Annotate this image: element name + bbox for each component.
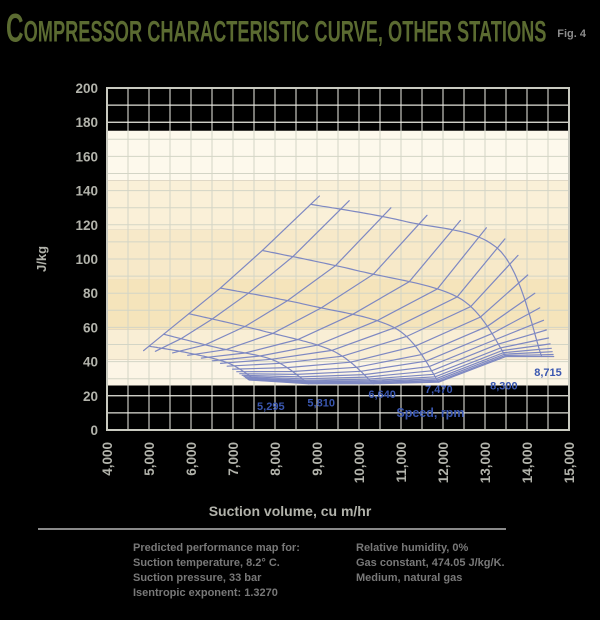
- svg-text:Speed, rpm: Speed, rpm: [396, 406, 464, 420]
- svg-text:80: 80: [83, 286, 98, 301]
- svg-text:J/kg: J/kg: [34, 246, 49, 272]
- svg-text:40: 40: [83, 355, 98, 370]
- caption-line: Medium, natural gas: [356, 572, 463, 584]
- caption-separator: [38, 528, 506, 530]
- svg-text:5,810: 5,810: [307, 398, 335, 410]
- svg-text:5,000: 5,000: [142, 442, 157, 476]
- figure-number: Fig. 4: [557, 28, 586, 40]
- svg-text:100: 100: [75, 252, 98, 267]
- svg-text:6,000: 6,000: [184, 442, 199, 476]
- caption-line: Suction pressure, 33 bar: [133, 572, 262, 584]
- caption-right-column: Relative humidity, 0% Gas constant, 474.…: [356, 541, 505, 586]
- svg-text:13,000: 13,000: [478, 442, 493, 483]
- svg-text:9,000: 9,000: [310, 442, 325, 476]
- svg-text:Suction volume, cu m/hr: Suction volume, cu m/hr: [209, 503, 372, 519]
- caption-left-column: Predicted performance map for: Suction t…: [133, 541, 300, 601]
- svg-text:8,000: 8,000: [268, 442, 283, 476]
- caption-line: Gas constant, 474.05 J/kg/K.: [356, 557, 505, 569]
- svg-text:12,000: 12,000: [436, 442, 451, 483]
- svg-text:120: 120: [75, 218, 98, 233]
- svg-text:4,000: 4,000: [100, 442, 115, 476]
- svg-text:140: 140: [75, 184, 98, 199]
- svg-text:200: 200: [75, 81, 98, 96]
- svg-text:14,000: 14,000: [520, 442, 535, 483]
- svg-text:160: 160: [75, 149, 98, 164]
- svg-text:10,000: 10,000: [352, 442, 367, 483]
- svg-text:8,715: 8,715: [534, 367, 562, 379]
- svg-text:5,295: 5,295: [257, 401, 285, 413]
- svg-text:6,640: 6,640: [368, 389, 396, 401]
- caption-line: Relative humidity, 0%: [356, 542, 469, 554]
- svg-text:8,300: 8,300: [490, 381, 518, 393]
- caption-line: Suction temperature, 8.2° C.: [133, 557, 280, 569]
- svg-text:11,000: 11,000: [394, 442, 409, 483]
- svg-text:0: 0: [90, 423, 98, 438]
- svg-text:60: 60: [83, 320, 98, 335]
- svg-text:15,000: 15,000: [562, 442, 577, 483]
- svg-text:20: 20: [83, 389, 98, 404]
- caption-line: Predicted performance map for:: [133, 542, 300, 554]
- svg-text:7,470: 7,470: [425, 384, 453, 396]
- svg-text:180: 180: [75, 115, 98, 130]
- caption-line: Isentropic exponent: 1.3270: [133, 587, 278, 599]
- svg-text:7,000: 7,000: [226, 442, 241, 476]
- title-bar: Compressor characteristic curve, other s…: [6, 5, 546, 50]
